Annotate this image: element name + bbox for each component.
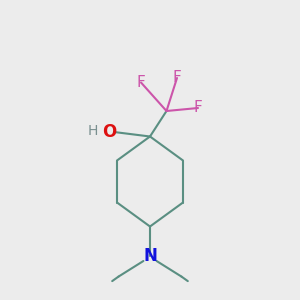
Text: O: O bbox=[102, 123, 117, 141]
Text: N: N bbox=[143, 247, 157, 265]
Text: F: F bbox=[172, 70, 182, 86]
Text: F: F bbox=[136, 75, 146, 90]
Text: H: H bbox=[88, 124, 98, 138]
Text: F: F bbox=[194, 100, 202, 116]
